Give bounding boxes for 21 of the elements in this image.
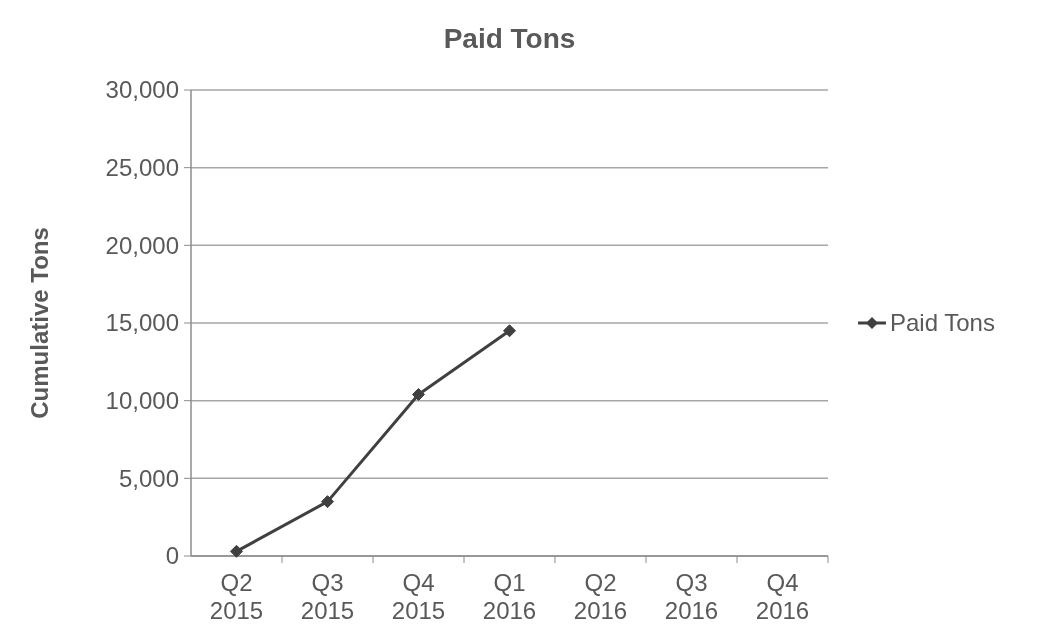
point <box>230 544 243 558</box>
x-tick-label: Q4 2015 <box>391 569 446 624</box>
y-tick-label: 20,000 <box>105 231 179 259</box>
y-axis-title: Cumulative Tons <box>26 227 53 419</box>
point <box>503 324 516 338</box>
x-tick-label: Q3 2015 <box>300 569 355 624</box>
x-tick-label: Q4 2016 <box>755 569 810 624</box>
y-tick-label: 25,000 <box>105 154 179 182</box>
y-tick-label: 15,000 <box>105 309 179 337</box>
x-tick-label: Q2 2015 <box>209 569 264 624</box>
chart-title: Paid Tons <box>443 23 576 54</box>
point <box>321 495 334 509</box>
legend-label: Paid Tons <box>890 309 995 337</box>
x-tick-label: Q1 2016 <box>482 569 537 624</box>
y-tick-label: 5,000 <box>118 464 179 492</box>
y-tick-label: 0 <box>165 542 179 570</box>
y-tick-label: 10,000 <box>105 387 179 415</box>
x-tick-label: Q3 2016 <box>664 569 719 624</box>
y-tick-label: 30,000 <box>105 76 179 104</box>
point <box>412 387 425 401</box>
x-tick-label: Q2 2016 <box>573 569 628 624</box>
